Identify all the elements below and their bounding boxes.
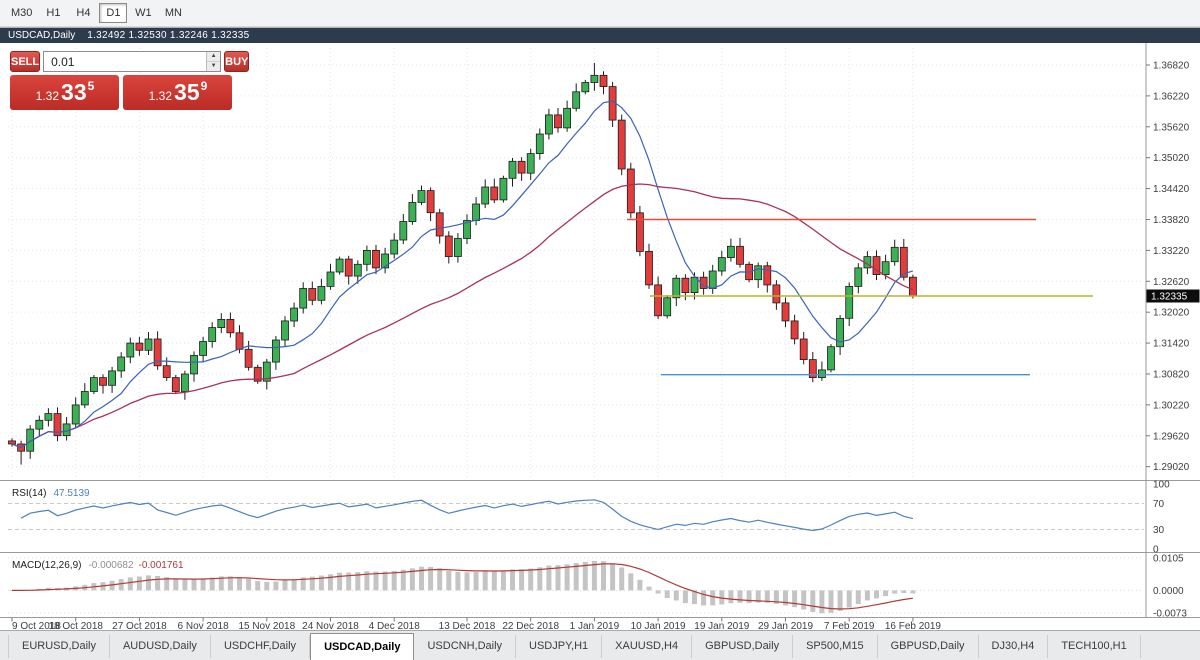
sell-price-big: 33 [61,79,87,105]
svg-text:1.29020: 1.29020 [1153,462,1190,473]
sell-price-prefix: 1.32 [35,88,60,103]
timeframe-button-d1[interactable]: D1 [99,3,128,23]
tab-usdchf-daily[interactable]: USDCHF,Daily [211,635,311,658]
svg-text:1.30820: 1.30820 [1153,370,1190,381]
svg-text:0: 0 [1153,545,1159,556]
grid-lines [8,48,1144,478]
svg-text:1.31420: 1.31420 [1153,339,1190,350]
svg-text:1.35620: 1.35620 [1153,122,1190,133]
svg-text:1.33820: 1.33820 [1153,215,1190,226]
tab-tech100-h1[interactable]: TECH100,H1 [1048,635,1141,658]
svg-text:16 Feb 2019: 16 Feb 2019 [885,621,942,631]
buy-price-big: 35 [174,79,200,105]
timeframe-toolbar: M30 H1 H4 D1 W1 MN [0,0,1200,27]
buy-button[interactable]: BUY [224,51,250,72]
ma-fast-line [11,100,914,449]
lot-spinner: ▲ ▼ [206,52,221,71]
tab-eurusd-daily[interactable]: EURUSD,Daily [8,635,110,658]
buy-price-sup: 9 [200,78,208,93]
sell-price-button[interactable]: 1.32 33 5 [10,75,119,110]
rsi-line [20,499,914,532]
tab-usdjpy-h1[interactable]: USDJPY,H1 [516,635,603,658]
lot-increase-button[interactable]: ▲ [210,53,217,59]
horizontal-level-lines[interactable] [627,218,1093,376]
svg-text:0.0105: 0.0105 [1153,553,1184,564]
tab-sp500-m15[interactable]: SP500,M15 [793,635,878,658]
svg-text:4 Dec 2018: 4 Dec 2018 [369,621,421,631]
svg-text:1.32620: 1.32620 [1153,277,1190,288]
chart-title-bar: USDCAD,Daily 1.32492 1.32530 1.32246 1.3… [0,28,1200,43]
tab-gbpusd-daily[interactable]: GBPUSD,Daily [692,635,794,658]
svg-text:30: 30 [1153,525,1165,536]
svg-text:6 Nov 2018: 6 Nov 2018 [178,621,230,631]
svg-text:1.36220: 1.36220 [1153,91,1190,102]
candlestick-series [8,62,917,465]
svg-text:1.32020: 1.32020 [1153,308,1190,319]
chart-tab-bar: EURUSD,Daily AUDUSD,Daily USDCHF,Daily U… [0,630,1200,660]
svg-text:1.34420: 1.34420 [1153,184,1190,195]
price-chart-svg[interactable]: RSI(14) 47.5139 MACD(12,26,9) -0.000682 -0.0… [0,28,1200,631]
svg-text:RSI(14)47.5139: RSI(14) 47.5139 [12,488,90,499]
tab-dj30-h4[interactable]: DJ30,H4 [979,635,1049,658]
timeframe-button-m30[interactable]: M30 [6,3,37,23]
svg-text:1.35020: 1.35020 [1153,153,1190,164]
svg-text:1.36820: 1.36820 [1153,61,1190,72]
tab-xauusd-h4[interactable]: XAUUSD,H4 [602,635,693,658]
svg-text:9 Oct 2018: 9 Oct 2018 [12,621,61,631]
timeframe-button-w1[interactable]: W1 [129,3,157,23]
ma-slow-line [11,183,914,449]
svg-text:MACD(12,26,9)-0.000682-0.00176: MACD(12,26,9) -0.000682 -0.001761 [12,560,184,571]
macd-indicator-pane: MACD(12,26,9) -0.000682 -0.001761 [8,557,1144,614]
lot-size-input[interactable] [44,52,207,71]
macd-signal-line [12,563,913,610]
lot-decrease-button[interactable]: ▼ [207,61,221,71]
svg-text:10 Jan 2019: 10 Jan 2019 [631,621,686,631]
sell-button[interactable]: SELL [10,51,41,72]
buy-price-button[interactable]: 1.32 35 9 [123,75,232,110]
svg-text:100: 100 [1153,480,1170,491]
price-axis: 1.36820 1.36220 1.35620 1.35020 1.34420 1.338… [1145,43,1200,620]
svg-text:-0.0073: -0.0073 [1153,609,1187,620]
svg-text:1 Jan 2019: 1 Jan 2019 [570,621,620,631]
svg-text:15 Nov 2018: 15 Nov 2018 [238,621,295,631]
svg-text:22 Dec 2018: 22 Dec 2018 [502,621,559,631]
svg-text:24 Nov 2018: 24 Nov 2018 [302,621,359,631]
current-price-tag [1146,289,1200,303]
svg-text:0.0000: 0.0000 [1153,586,1184,597]
chart-ohlc-readout: 1.32492 1.32530 1.32246 1.32335 [87,30,250,41]
chart-window: USDCAD,Daily 1.32492 1.32530 1.32246 1.3… [0,27,1200,631]
buy-price-prefix: 1.32 [148,88,173,103]
svg-text:13 Dec 2018: 13 Dec 2018 [439,621,496,631]
timeframe-button-mn[interactable]: MN [159,3,187,23]
svg-text:70: 70 [1153,499,1165,510]
svg-text:29 Jan 2019: 29 Jan 2019 [758,621,813,631]
sell-price-sup: 5 [87,78,95,93]
tab-usdcnh-daily[interactable]: USDCNH,Daily [414,635,517,658]
rsi-indicator-pane: RSI(14) 47.5139 [8,488,1144,532]
svg-text:1.30220: 1.30220 [1153,400,1190,411]
svg-text:7 Feb 2019: 7 Feb 2019 [824,621,875,631]
lot-size-control: ▲ ▼ [43,51,222,72]
timeframe-button-h4[interactable]: H4 [69,3,97,23]
svg-text:27 Oct 2018: 27 Oct 2018 [112,621,167,631]
chart-symbol-label: USDCAD,Daily [8,30,76,41]
tab-usdcad-daily[interactable]: USDCAD,Daily [310,633,415,660]
svg-text:1.32335: 1.32335 [1151,292,1188,303]
svg-text:1.29620: 1.29620 [1153,431,1190,442]
svg-text:1.33220: 1.33220 [1153,246,1190,257]
svg-text:18 Oct 2018: 18 Oct 2018 [48,621,103,631]
tab-gbpusd-daily-2[interactable]: GBPUSD,Daily [878,635,979,658]
timeframe-button-h1[interactable]: H1 [39,3,67,23]
tab-audusd-daily[interactable]: AUDUSD,Daily [110,635,211,658]
svg-text:19 Jan 2019: 19 Jan 2019 [694,621,749,631]
